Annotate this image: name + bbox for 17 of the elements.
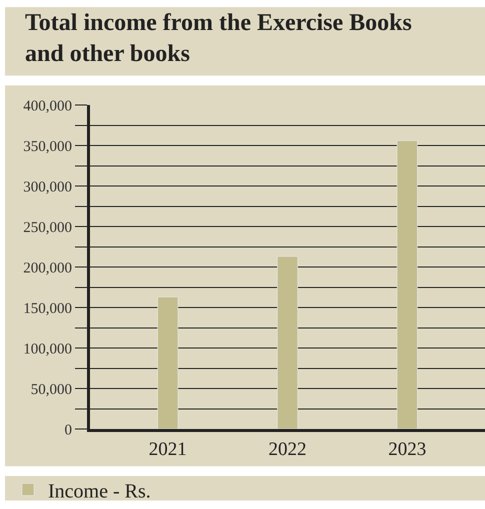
y-tick-label: 250,000 bbox=[23, 220, 72, 236]
y-tick-label: 400,000 bbox=[23, 98, 72, 114]
x-tick-label: 2021 bbox=[148, 438, 187, 460]
y-tick-label: 200,000 bbox=[23, 260, 72, 276]
legend-label: Income - Rs. bbox=[48, 480, 151, 502]
y-tick-label: 350,000 bbox=[23, 138, 72, 155]
y-tick-label: 100,000 bbox=[23, 341, 72, 358]
bar bbox=[277, 256, 298, 429]
chart-title: Total income from the Exercise Books and other books bbox=[25, 10, 412, 68]
x-tick-label: 2023 bbox=[388, 438, 426, 460]
y-tick-label: 50,000 bbox=[30, 382, 72, 398]
y-tick-label: 300,000 bbox=[23, 179, 72, 196]
bar bbox=[157, 296, 178, 429]
y-tick-label: 0 bbox=[64, 422, 72, 438]
y-tick-label: 150,000 bbox=[23, 300, 72, 317]
bar bbox=[396, 140, 418, 429]
x-tick-label: 2022 bbox=[268, 438, 306, 460]
